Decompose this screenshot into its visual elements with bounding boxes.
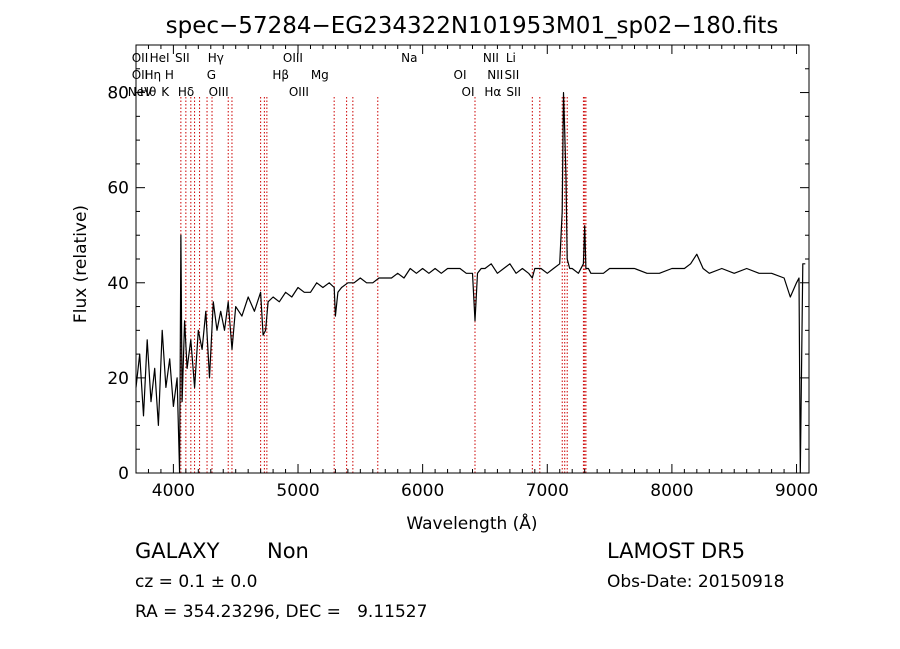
spectral-line-label: Mg [311, 68, 329, 82]
y-tick-label: 0 [118, 464, 129, 484]
spectrum-series [135, 91, 806, 474]
spectral-line-label: OI [462, 85, 475, 99]
spectral-line-label: Hη [145, 68, 162, 82]
coordinates-readout: RA = 354.23296, DEC = 9.11527 [135, 602, 428, 622]
marker-lines [180, 97, 587, 473]
spectral-line-label: Na [401, 51, 417, 65]
spectral-line-label: K [161, 85, 170, 99]
x-tick-label: 5000 [276, 481, 319, 501]
x-tick-label: 6000 [401, 481, 444, 501]
y-tick-label: 40 [107, 274, 129, 294]
x-axis-label: Wavelength (Å) [406, 512, 537, 534]
spectral-line-label: OIII [209, 85, 229, 99]
object-class: GALAXY [135, 539, 220, 563]
spectral-line-label: OIII [289, 85, 309, 99]
spectral-line-label: Li [506, 51, 516, 65]
spectral-line-label: H [165, 68, 174, 82]
y-tick-label: 80 [107, 84, 129, 104]
redshift-readout: cz = 0.1 ± 0.0 [135, 572, 258, 592]
y-axis-label: Flux (relative) [71, 205, 91, 323]
spectral-line-label: NeV [128, 85, 153, 99]
spectral-line-label: G [207, 68, 216, 82]
spectral-line-label: OII [132, 51, 149, 65]
spectral-line-label: NII [487, 68, 503, 82]
spectral-line-label: Hγ [208, 51, 224, 65]
spectral-line-label: OIII [283, 51, 303, 65]
x-tick-label: 8000 [650, 481, 693, 501]
axis-ticks: 4000 5000 6000 7000 8000 9000 0 20 40 60 80 [107, 44, 818, 501]
spectral-line-label: HeI [150, 51, 170, 65]
chart-title: spec−57284−EG234322N101953M01_sp02−180.f… [166, 13, 779, 39]
survey-label: LAMOST DR5 [607, 539, 746, 563]
spectral-line-label: OI [454, 68, 467, 82]
spectrum-line [135, 91, 806, 474]
spectral-line-label: Hα [484, 85, 501, 99]
y-tick-label: 60 [107, 179, 129, 199]
spectral-line-label: Hβ [272, 68, 289, 82]
object-subclass: Non [267, 539, 309, 563]
spectral-line-label: NII [483, 51, 499, 65]
obs-date: Obs-Date: 20150918 [607, 572, 785, 592]
x-tick-label: 9000 [775, 481, 818, 501]
spectral-line-label: SII [506, 85, 521, 99]
x-tick-label: 7000 [526, 481, 569, 501]
spectral-line-label: Hδ [178, 85, 194, 99]
line-labels: NeVOIIOIIHθHeIHηKHSIIHδHγGOIIIHβOIIIOIII… [128, 51, 521, 99]
spectral-line-label: SII [175, 51, 190, 65]
x-tick-label: 4000 [152, 481, 195, 501]
plot-frame [135, 44, 810, 474]
y-tick-label: 20 [107, 369, 129, 389]
spectral-line-label: SII [505, 68, 520, 82]
spectral-line-label: Hθ [140, 85, 156, 99]
